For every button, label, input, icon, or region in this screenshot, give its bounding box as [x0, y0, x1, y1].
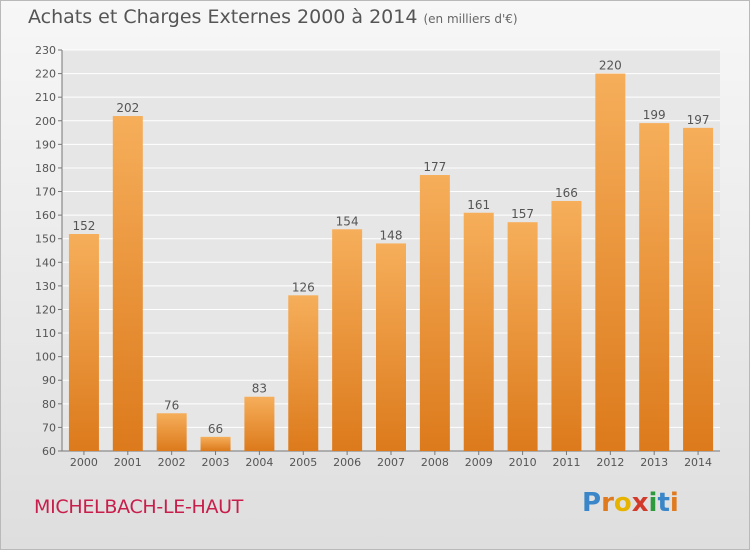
bar — [68, 233, 99, 451]
y-tick-label: 80 — [42, 398, 56, 411]
logo-letter: P — [582, 488, 602, 518]
data-label: 197 — [687, 113, 710, 127]
y-tick-label: 130 — [35, 280, 56, 293]
y-tick-label: 120 — [35, 303, 56, 316]
y-tick-label: 230 — [35, 44, 56, 57]
data-label: 202 — [116, 101, 139, 115]
bar — [551, 200, 582, 451]
chart-subtitle: (en milliers d'€) — [423, 12, 518, 26]
bar — [639, 123, 670, 451]
x-tick-label: 2008 — [421, 456, 449, 469]
bar — [332, 229, 363, 451]
y-tick-label: 140 — [35, 256, 56, 269]
y-tick-label: 150 — [35, 233, 56, 246]
bar — [200, 436, 231, 451]
data-label: 76 — [164, 398, 179, 412]
y-tick-label: 180 — [35, 162, 56, 175]
data-label: 154 — [336, 214, 359, 228]
x-tick-label: 2014 — [684, 456, 712, 469]
y-tick-label: 60 — [42, 445, 56, 458]
logo-letter: i — [669, 488, 679, 518]
x-tick-label: 2006 — [333, 456, 361, 469]
bar — [112, 116, 143, 451]
x-tick-label: 2007 — [377, 456, 405, 469]
data-label: 220 — [599, 59, 622, 73]
y-tick-label: 90 — [42, 374, 56, 387]
x-tick-label: 2011 — [552, 456, 580, 469]
bar — [419, 175, 450, 452]
x-tick-label: 2004 — [245, 456, 273, 469]
data-label: 199 — [643, 108, 666, 122]
x-tick-label: 2012 — [596, 456, 624, 469]
bar — [156, 413, 187, 451]
bar — [376, 243, 406, 451]
bar — [288, 295, 319, 451]
x-tick-label: 2002 — [158, 456, 186, 469]
data-label: 157 — [511, 207, 534, 221]
x-tick-label: 2003 — [202, 456, 230, 469]
logo-letter: i — [648, 488, 658, 518]
commune-name: MICHELBACH-LE-HAUT — [34, 496, 244, 518]
data-label: 152 — [72, 219, 95, 233]
y-tick-label: 210 — [35, 91, 56, 104]
y-tick-label: 200 — [35, 115, 56, 128]
bar — [507, 222, 538, 451]
data-label: 66 — [208, 422, 223, 436]
chart-title-text: Achats et Charges Externes 2000 à 2014 — [28, 6, 418, 28]
logo-letter: t — [657, 488, 670, 518]
data-label: 166 — [555, 186, 578, 200]
chart-title: Achats et Charges Externes 2000 à 2014 (e… — [28, 6, 518, 28]
bar — [595, 73, 626, 452]
y-tick-label: 70 — [42, 421, 56, 434]
logo-letter: o — [613, 488, 632, 518]
x-tick-label: 2005 — [289, 456, 317, 469]
y-tick-label: 220 — [35, 68, 56, 81]
x-tick-label: 2000 — [70, 456, 98, 469]
data-label: 161 — [467, 198, 490, 212]
data-label: 177 — [423, 160, 446, 174]
x-tick-label: 2009 — [465, 456, 493, 469]
y-tick-label: 170 — [35, 186, 56, 199]
x-tick-label: 2013 — [640, 456, 668, 469]
proxiti-logo: Proxiti — [582, 488, 679, 518]
data-label: 148 — [380, 228, 403, 242]
y-tick-label: 110 — [35, 327, 56, 340]
x-tick-label: 2010 — [509, 456, 537, 469]
x-tick-label: 2001 — [114, 456, 142, 469]
bar — [244, 396, 275, 451]
data-label: 83 — [252, 382, 267, 396]
y-tick-label: 100 — [35, 351, 56, 364]
logo-letter: x — [631, 488, 649, 518]
y-tick-label: 160 — [35, 209, 56, 222]
logo-letter: r — [601, 488, 614, 518]
y-tick-label: 190 — [35, 138, 56, 151]
bar — [463, 212, 494, 451]
bar — [683, 127, 714, 451]
data-label: 126 — [292, 280, 315, 294]
